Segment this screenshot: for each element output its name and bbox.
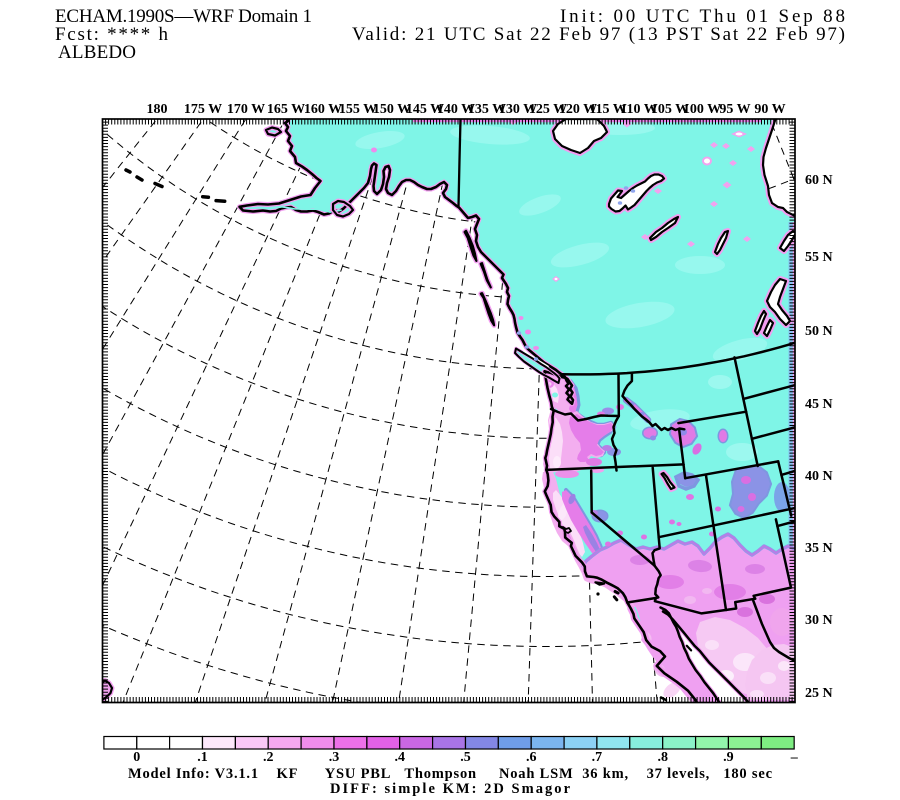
svg-text:120 W: 120 W — [559, 102, 597, 117]
svg-text:155 W: 155 W — [339, 102, 377, 117]
svg-text:.2: .2 — [263, 750, 274, 765]
svg-text:.4: .4 — [394, 750, 405, 765]
svg-text:50 N: 50 N — [805, 324, 833, 339]
svg-text:130 W: 130 W — [499, 102, 537, 117]
svg-text:100 W: 100 W — [683, 102, 721, 117]
svg-text:Model Info: V3.1.1 KF: Model Info: V3.1.1 KF YSU PBL Thompson N… — [128, 766, 773, 782]
svg-text:.7: .7 — [592, 750, 603, 765]
svg-text:175 W: 175 W — [184, 102, 222, 117]
svg-text:.6: .6 — [526, 750, 537, 765]
svg-text:125 W: 125 W — [529, 102, 567, 117]
svg-text:25 N: 25 N — [805, 686, 833, 701]
svg-text:45 N: 45 N — [805, 397, 833, 412]
svg-text:55 N: 55 N — [805, 250, 833, 265]
svg-text:145 W: 145 W — [406, 102, 444, 117]
svg-text:180: 180 — [147, 102, 168, 117]
svg-text:Init: 00 UTC Thu 01 Sep 88: Init: 00 UTC Thu 01 Sep 88 — [560, 6, 845, 27]
svg-text:115 W: 115 W — [589, 102, 626, 117]
svg-text:Fcst: **** h: Fcst: **** h — [55, 24, 169, 45]
svg-text:0: 0 — [133, 750, 140, 765]
svg-text:.8: .8 — [657, 750, 668, 765]
svg-text:135 W: 135 W — [468, 102, 506, 117]
svg-text:150 W: 150 W — [373, 102, 411, 117]
svg-text:160 W: 160 W — [304, 102, 342, 117]
svg-text:40 N: 40 N — [805, 469, 833, 484]
svg-text:ALBEDO: ALBEDO — [58, 42, 136, 63]
svg-text:ECHAM.1990S—WRF Domain 1: ECHAM.1990S—WRF Domain 1 — [55, 6, 312, 27]
svg-text:170 W: 170 W — [227, 102, 265, 117]
svg-text:60 N: 60 N — [805, 173, 833, 188]
svg-text:–: – — [790, 750, 799, 765]
svg-text:165 W: 165 W — [267, 102, 305, 117]
svg-text:30 N: 30 N — [805, 613, 833, 628]
svg-text:95 W: 95 W — [719, 102, 750, 117]
svg-text:105 W: 105 W — [651, 102, 689, 117]
svg-text:140 W: 140 W — [437, 102, 475, 117]
svg-text:.3: .3 — [329, 750, 340, 765]
svg-text:110 W: 110 W — [620, 102, 657, 117]
svg-text:90 W: 90 W — [754, 102, 785, 117]
svg-text:.5: .5 — [460, 750, 471, 765]
svg-text:35 N: 35 N — [805, 541, 833, 556]
svg-text:.9: .9 — [723, 750, 734, 765]
svg-text:.1: .1 — [197, 750, 208, 765]
